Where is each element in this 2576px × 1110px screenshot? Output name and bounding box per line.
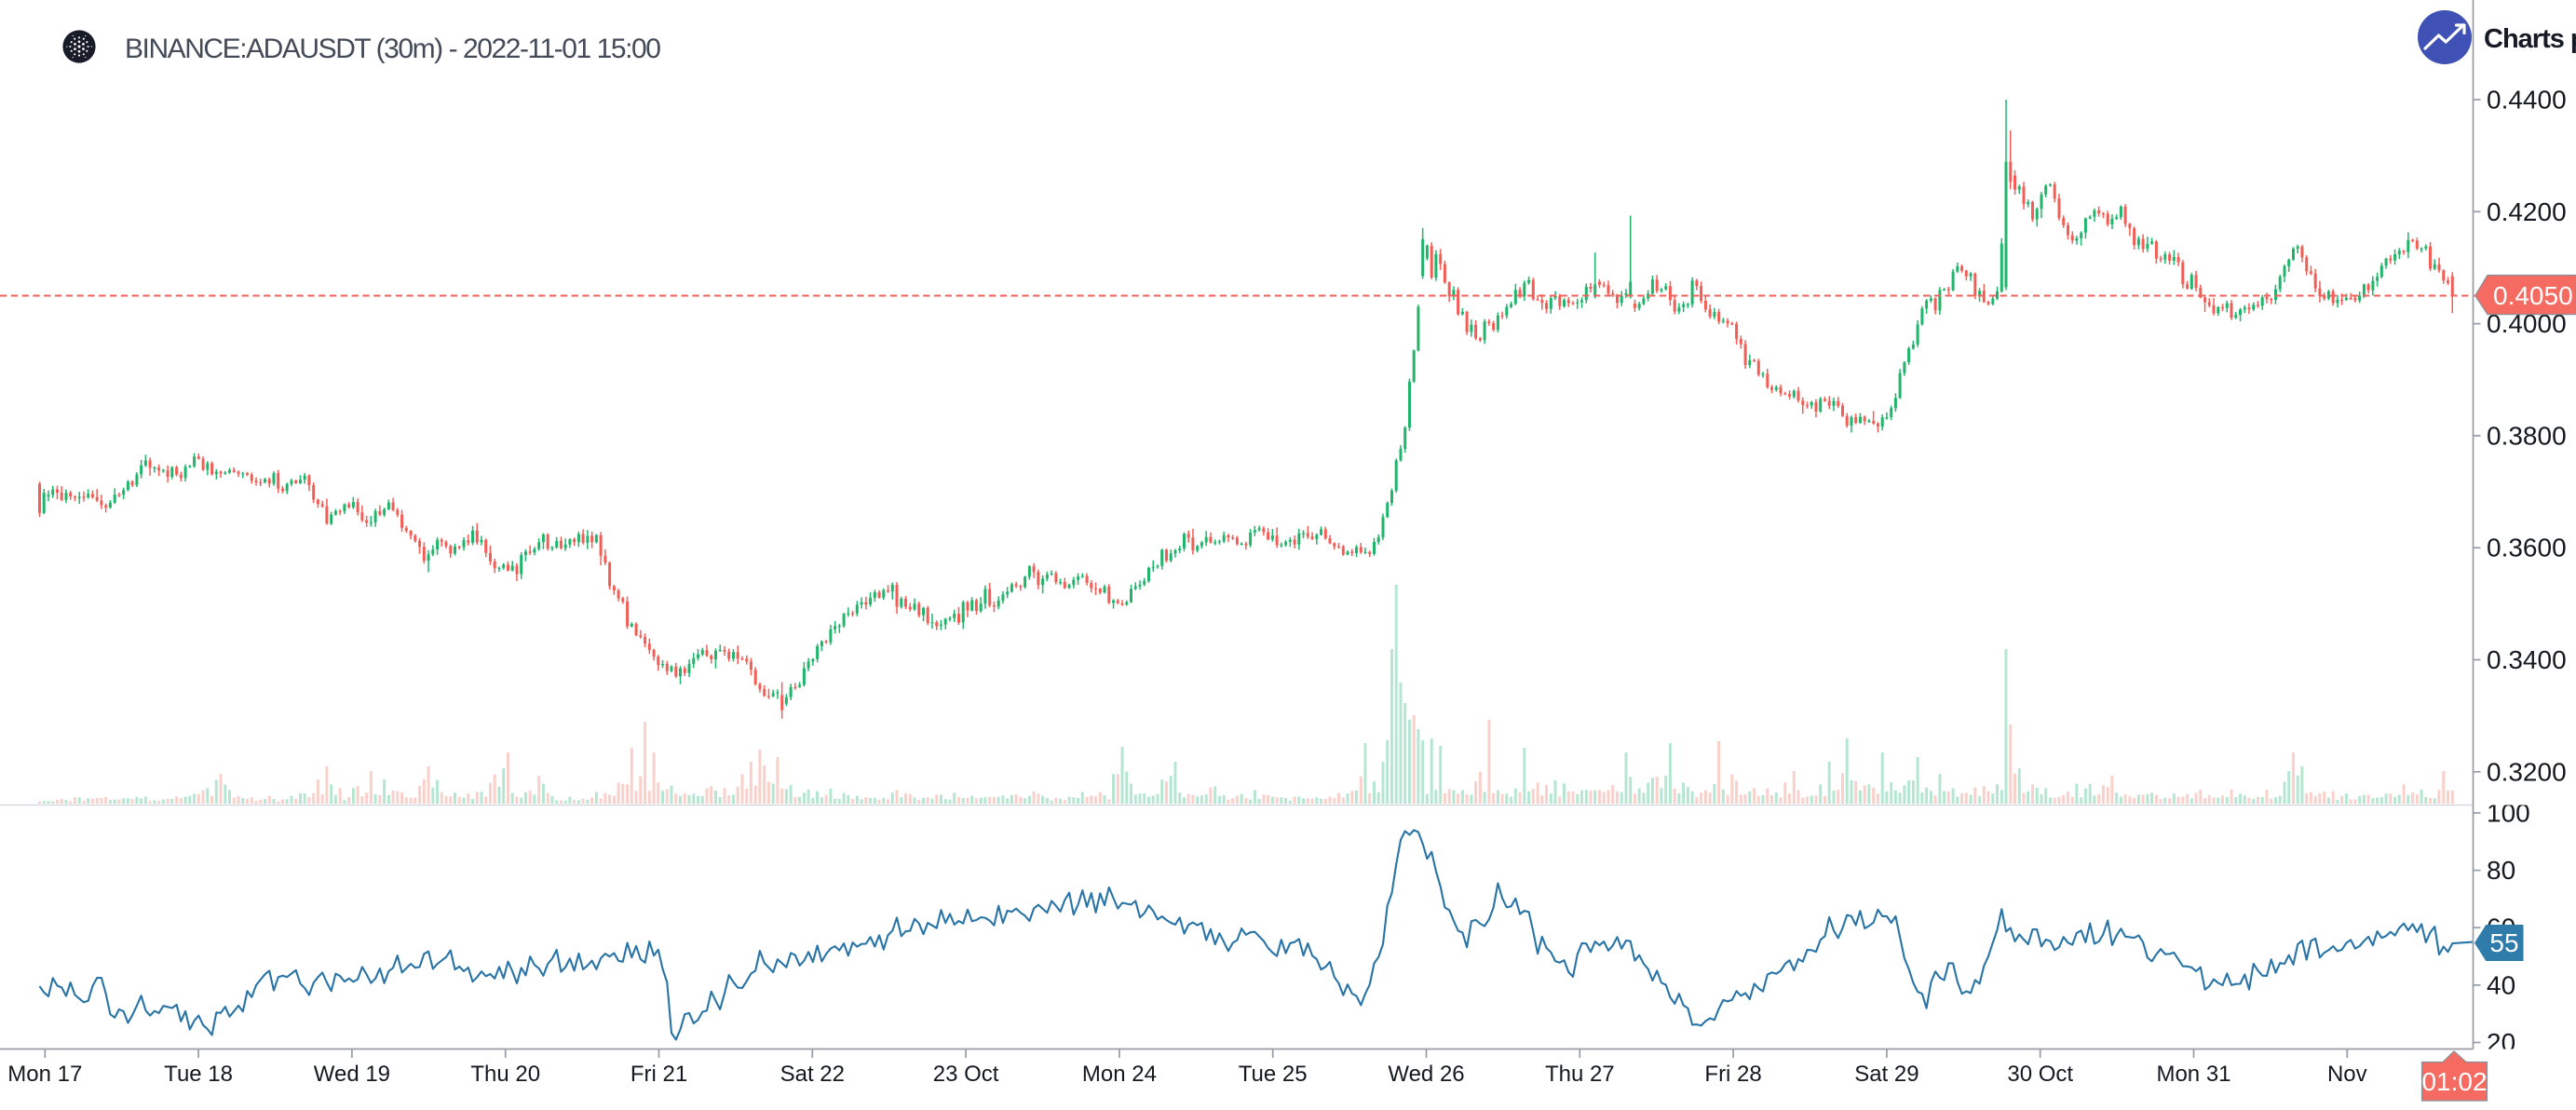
svg-text:Nov: Nov: [2327, 1062, 2367, 1087]
svg-text:0.3600: 0.3600: [2487, 534, 2567, 562]
svg-text:Mon 17: Mon 17: [7, 1062, 82, 1087]
svg-text:Fri 28: Fri 28: [1704, 1062, 1761, 1087]
svg-text:0.3800: 0.3800: [2487, 421, 2567, 450]
svg-text:Sat 29: Sat 29: [1854, 1062, 1918, 1087]
svg-text:0.4050: 0.4050: [2493, 281, 2573, 310]
svg-text:0.4400: 0.4400: [2487, 86, 2567, 115]
svg-text:Sat 22: Sat 22: [780, 1062, 845, 1087]
svg-text:55: 55: [2489, 928, 2518, 957]
svg-text:40: 40: [2487, 970, 2515, 999]
svg-text:Charts powered by TradingView: Charts powered by TradingView: [2484, 24, 2576, 54]
svg-text:Tue 25: Tue 25: [1239, 1062, 1308, 1087]
svg-text:80: 80: [2487, 856, 2515, 885]
svg-text:BINANCE:ADAUSDT (30m) - 2022-1: BINANCE:ADAUSDT (30m) - 2022-11-01 15:00: [125, 34, 660, 64]
svg-text:20: 20: [2487, 1028, 2515, 1057]
svg-text:Tue 18: Tue 18: [164, 1062, 233, 1087]
svg-text:30 Oct: 30 Oct: [2007, 1062, 2073, 1087]
svg-text:Mon 24: Mon 24: [1082, 1062, 1157, 1087]
svg-text:100: 100: [2487, 799, 2530, 828]
svg-text:Fri 21: Fri 21: [630, 1062, 687, 1087]
svg-text:Wed 26: Wed 26: [1388, 1062, 1464, 1087]
svg-text:0.4200: 0.4200: [2487, 197, 2567, 226]
svg-text:Thu 27: Thu 27: [1545, 1062, 1615, 1087]
svg-text:Mon 31: Mon 31: [2156, 1062, 2230, 1087]
svg-text:01:02: 01:02: [2421, 1067, 2487, 1096]
svg-text:0.3400: 0.3400: [2487, 645, 2567, 674]
svg-text:Thu 20: Thu 20: [470, 1062, 540, 1087]
svg-text:0.3200: 0.3200: [2487, 757, 2567, 786]
svg-text:Wed 19: Wed 19: [314, 1062, 390, 1087]
svg-text:23 Oct: 23 Oct: [933, 1062, 999, 1087]
